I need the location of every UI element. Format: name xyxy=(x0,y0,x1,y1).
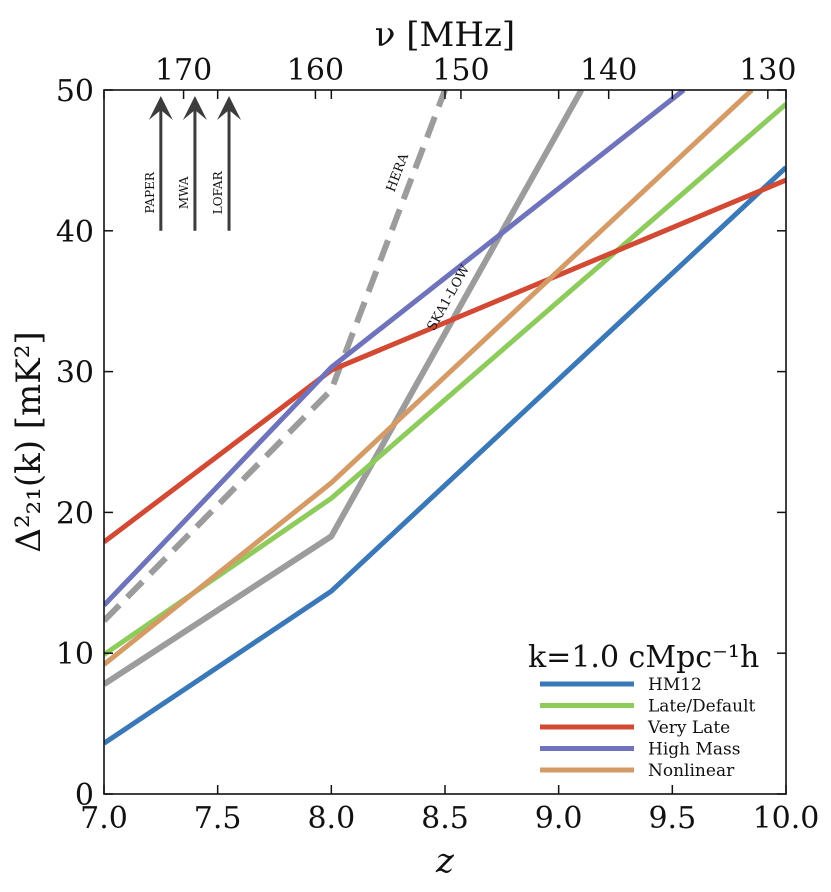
series-line-high-mass xyxy=(104,90,686,608)
series-line-hm12 xyxy=(104,165,786,746)
arrow-label-paper: PAPER xyxy=(143,171,157,213)
top-tick-label: 150 xyxy=(432,53,489,88)
series-line-nonlinear xyxy=(104,90,754,667)
legend-label-late-default: Late/Default xyxy=(648,697,756,717)
x-tick-label: 7.0 xyxy=(80,801,128,836)
legend-label-high-mass: High Mass xyxy=(648,740,741,760)
arrow-label-mwa: MWA xyxy=(177,176,191,209)
y-tick-label: 50 xyxy=(56,74,94,109)
top-tick-label: 140 xyxy=(580,53,637,88)
arrow-head-lofar xyxy=(217,96,242,120)
y-tick-label: 30 xyxy=(56,356,94,391)
top-tick-label: 160 xyxy=(287,53,344,88)
arrow-label-lofar: LOFAR xyxy=(211,170,225,214)
top-axis-title: ν [MHz] xyxy=(375,15,515,55)
legend-label-nonlinear: Nonlinear xyxy=(648,761,735,781)
arrow-head-mwa xyxy=(182,96,207,120)
top-tick-label: 130 xyxy=(739,53,796,88)
x-tick-label: 9.0 xyxy=(535,801,583,836)
x-tick-label: 10.0 xyxy=(753,801,820,836)
y-tick-label: 20 xyxy=(56,496,94,531)
y-axis-title: Δ²₂₁(k) [mK²] xyxy=(9,331,49,552)
y-tick-label: 40 xyxy=(56,215,94,250)
x-tick-label: 8.5 xyxy=(421,801,469,836)
legend-label-hm12: HM12 xyxy=(648,675,702,695)
axes: 7.0 7.5 8.0 8.5 9.0 9.5 10.0 0 10 20 30 40 50 170 160 1… xyxy=(56,53,820,836)
x-tick-label: 7.5 xyxy=(194,801,242,836)
legend-title: k=1.0 cMpc⁻¹h xyxy=(528,640,759,675)
legend-label-very-late: Very Late xyxy=(647,718,730,738)
arrow-head-paper xyxy=(148,96,173,120)
y-tick-label: 10 xyxy=(56,637,94,672)
x-tick-label: 9.5 xyxy=(648,801,696,836)
x-axis-title: z xyxy=(435,841,455,881)
x-tick-label: 8.0 xyxy=(307,801,355,836)
sensitivity-line-hera xyxy=(104,90,448,623)
y-tick-label: 0 xyxy=(75,778,94,813)
top-tick-label: 170 xyxy=(155,53,212,88)
